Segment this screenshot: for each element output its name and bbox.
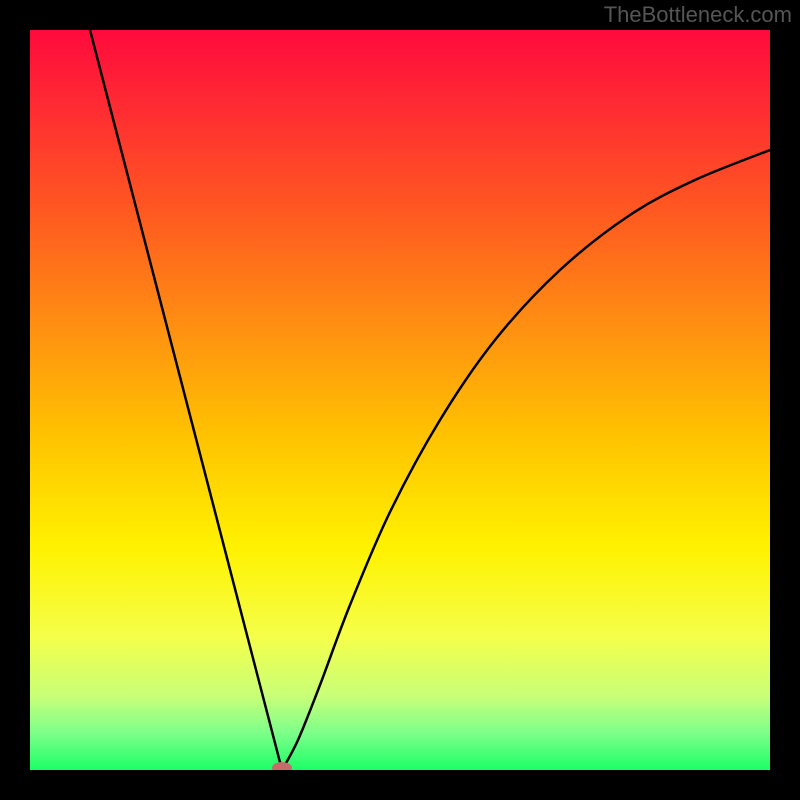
chart-container: TheBottleneck.com xyxy=(0,0,800,800)
gradient-background xyxy=(30,30,770,770)
watermark-text: TheBottleneck.com xyxy=(604,2,792,28)
bottleneck-chart xyxy=(0,0,800,800)
